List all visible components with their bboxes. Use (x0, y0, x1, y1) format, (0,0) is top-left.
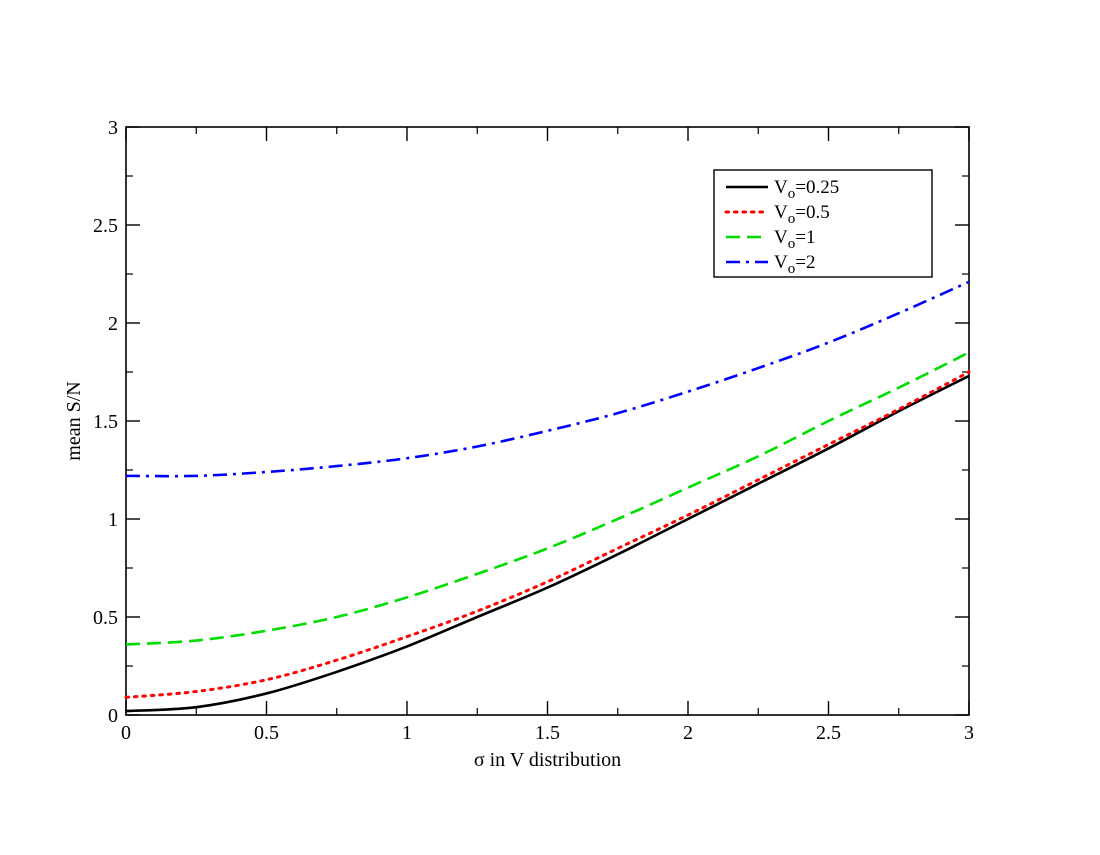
x-tick-label: 1 (402, 722, 412, 744)
legend-value-label: =2 (795, 252, 815, 273)
y-axis-label: mean S/N (63, 381, 85, 460)
series-line-1 (124, 370, 971, 699)
y-tick-label: 0 (108, 705, 118, 727)
legend-value-label: =0.5 (795, 202, 829, 223)
x-tick-label: 2 (683, 722, 693, 744)
legend-subscript: o (788, 236, 796, 252)
legend-series-name: V (774, 252, 788, 273)
legend-entry-0: Vo=0.25 (774, 177, 839, 202)
legend-subscript: o (788, 186, 796, 202)
legend-entry-3: Vo=2 (774, 252, 815, 277)
series-line-3 (125, 280, 970, 478)
y-tick-label: 1.5 (93, 411, 118, 433)
legend-series-name: V (774, 227, 788, 248)
legend-subscript: o (788, 211, 796, 227)
legend-series-name: V (774, 177, 788, 198)
y-tick-label: 2 (108, 313, 118, 335)
legend-series-name: V (774, 202, 788, 223)
series-line-2 (125, 351, 970, 646)
y-tick-label: 1 (108, 509, 118, 531)
series-layer (124, 280, 971, 713)
x-axis-label: σ in V distribution (474, 749, 621, 771)
legend-value-label: =0.25 (795, 177, 839, 198)
y-tick-label: 2.5 (93, 215, 118, 237)
ticks-layer: 0 0.5 1 1.5 2 2.5 3 0 0.5 1 1.5 2 2.5 3 (93, 117, 974, 744)
x-tick-label: 0.5 (254, 722, 279, 744)
legend-entry-1: Vo=0.5 (774, 202, 830, 227)
series-line-0 (125, 374, 970, 713)
y-tick-label: 0.5 (93, 607, 118, 629)
x-tick-label: 1.5 (535, 722, 560, 744)
x-tick-label: 0 (121, 722, 131, 744)
legend-subscript: o (788, 261, 796, 277)
x-tick-label: 3 (964, 722, 974, 744)
y-tick-label: 3 (108, 117, 118, 139)
legend-entry-2: Vo=1 (774, 227, 815, 252)
legend-value-label: =1 (795, 227, 815, 248)
x-tick-label: 2.5 (816, 722, 841, 744)
